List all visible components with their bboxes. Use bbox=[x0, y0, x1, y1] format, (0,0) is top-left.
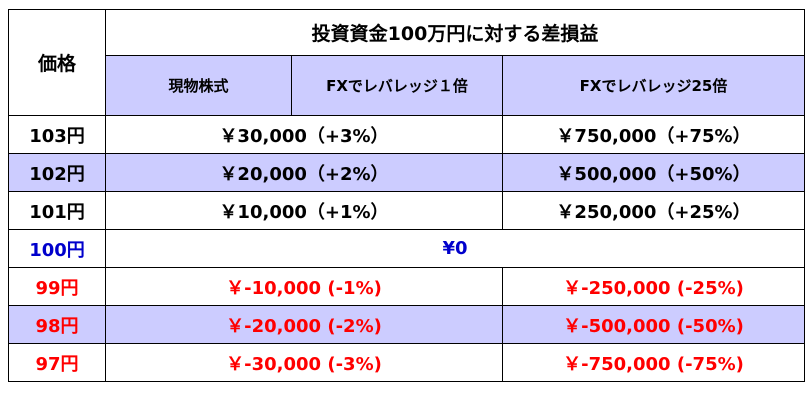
price-header: 価格 bbox=[8, 9, 106, 116]
price-cell: 102円 bbox=[8, 153, 106, 192]
table-row-zero: 100円 ¥0 bbox=[8, 229, 805, 268]
table-row: 98円 ￥-20,000 (-2%) ￥-500,000 (-50%) bbox=[8, 305, 805, 344]
header-row-title: 価格 投資資金100万円に対する差損益 bbox=[8, 9, 805, 116]
table-title: 投資資金100万円に対する差損益 bbox=[105, 9, 805, 56]
spot-and-fx1-cell: ￥-20,000 (-2%) bbox=[105, 305, 503, 344]
table-row: 99円 ￥-10,000 (-1%) ￥-250,000 (-25%) bbox=[8, 267, 805, 306]
price-cell: 103円 bbox=[8, 115, 106, 154]
spot-and-fx1-cell: ￥10,000（+1%） bbox=[105, 191, 503, 230]
table-row: 97円 ￥-30,000 (-3%) ￥-750,000 (-75%) bbox=[8, 343, 805, 382]
spot-and-fx1-cell: ￥-10,000 (-1%) bbox=[105, 267, 503, 306]
fx25-cell: ￥500,000（+50%） bbox=[502, 153, 805, 192]
col-header-fx-25x: FXでレバレッジ25倍 bbox=[502, 55, 805, 116]
fx25-cell: ￥-500,000 (-50%) bbox=[502, 305, 805, 344]
col-header-fx-1x: FXでレバレッジ１倍 bbox=[291, 55, 503, 116]
header-row-columns: 現物株式 FXでレバレッジ１倍 FXでレバレッジ25倍 bbox=[9, 55, 805, 116]
profit-loss-table-wrapper: 価格 投資資金100万円に対する差損益 現物株式 FXでレバレッジ１倍 FXでレ… bbox=[8, 9, 805, 382]
spot-and-fx1-cell: ￥30,000（+3%） bbox=[105, 115, 503, 154]
price-cell: 101円 bbox=[8, 191, 106, 230]
table-row: 101円 ￥10,000（+1%） ￥250,000（+25%） bbox=[8, 191, 805, 230]
fx25-cell: ￥-750,000 (-75%) bbox=[502, 343, 805, 382]
profit-loss-table: 価格 投資資金100万円に対する差損益 現物株式 FXでレバレッジ１倍 FXでレ… bbox=[8, 9, 805, 382]
table-row: 103円 ￥30,000（+3%） ￥750,000（+75%） bbox=[8, 115, 805, 154]
price-cell: 98円 bbox=[8, 305, 106, 344]
spot-and-fx1-cell: ￥20,000（+2%） bbox=[105, 153, 503, 192]
fx25-cell: ￥250,000（+25%） bbox=[502, 191, 805, 230]
fx25-cell: ￥750,000（+75%） bbox=[502, 115, 805, 154]
price-cell: 99円 bbox=[8, 267, 106, 306]
spot-and-fx1-cell: ￥-30,000 (-3%) bbox=[105, 343, 503, 382]
table-row: 102円 ￥20,000（+2%） ￥500,000（+50%） bbox=[8, 153, 805, 192]
fx25-cell: ￥-250,000 (-25%) bbox=[502, 267, 805, 306]
col-header-spot-stock: 現物株式 bbox=[105, 55, 292, 116]
price-cell: 100円 bbox=[8, 229, 106, 268]
zero-value-cell: ¥0 bbox=[105, 229, 805, 268]
price-cell: 97円 bbox=[8, 343, 106, 382]
